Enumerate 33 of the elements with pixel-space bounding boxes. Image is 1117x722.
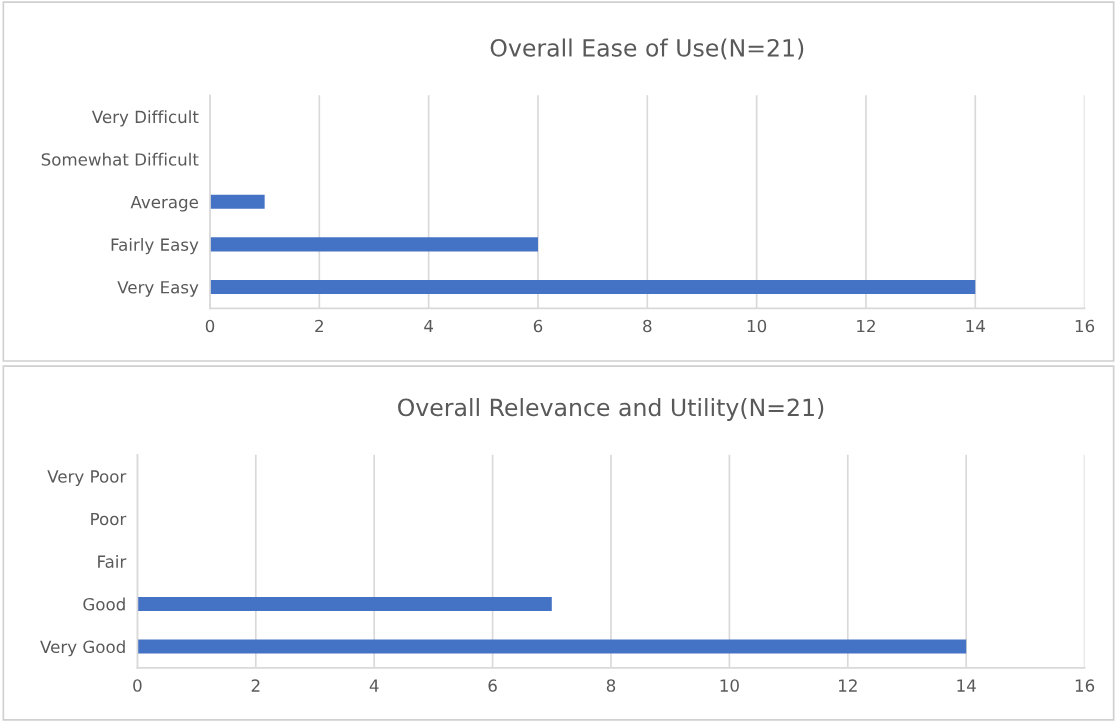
bar: [210, 237, 538, 252]
x-tick-label: 6: [488, 679, 497, 692]
x-tick-label: 14: [966, 319, 985, 333]
x-tick-label: 0: [133, 679, 142, 692]
y-tick-label: Very Good: [40, 640, 125, 657]
y-tick-label: Very Poor: [47, 470, 127, 486]
y-tick-label: Good: [83, 597, 125, 611]
chart-title: Overall Ease of Use(N=21): [490, 38, 804, 60]
x-tick-label: 16: [1075, 319, 1095, 333]
x-tick-label: 8: [643, 319, 652, 333]
x-tick-label: 10: [747, 319, 767, 333]
y-tick-label: Poor: [91, 512, 127, 526]
chart-title: Overall Relevance and Utility(N=21): [398, 398, 824, 421]
x-tick-label: 10: [720, 679, 739, 692]
x-tick-label: 4: [424, 319, 434, 333]
x-tick-label: 14: [957, 679, 976, 692]
y-tick-label: Fairly Easy: [111, 238, 199, 255]
y-tick-label: Average: [130, 195, 198, 212]
x-tick-label: 0: [205, 319, 215, 333]
x-tick-label: 6: [533, 319, 543, 333]
y-tick-label: Somewhat Difficult: [41, 152, 199, 166]
y-tick-label: Very Difficult: [91, 110, 199, 127]
y-tick-label: Very Easy: [117, 281, 199, 297]
x-tick-label: 12: [857, 319, 875, 333]
bar: [210, 194, 265, 209]
x-tick-label: 16: [1075, 679, 1095, 692]
x-tick-label: 2: [251, 679, 260, 692]
x-tick-label: 4: [369, 679, 379, 692]
x-tick-label: 12: [839, 679, 857, 692]
x-tick-label: 8: [606, 679, 616, 692]
bar: [210, 279, 976, 295]
y-tick-label: Fair: [98, 555, 127, 568]
x-tick-label: 2: [315, 319, 323, 333]
